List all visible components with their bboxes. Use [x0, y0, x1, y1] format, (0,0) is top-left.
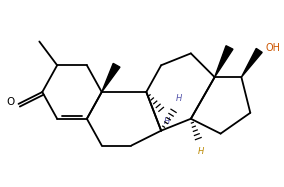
Polygon shape	[241, 48, 262, 77]
Polygon shape	[102, 63, 120, 92]
Text: H: H	[176, 94, 182, 103]
Text: O: O	[6, 97, 14, 107]
Text: OH: OH	[265, 43, 280, 53]
Text: H: H	[198, 147, 204, 156]
Polygon shape	[215, 46, 233, 77]
Text: H: H	[163, 117, 170, 126]
